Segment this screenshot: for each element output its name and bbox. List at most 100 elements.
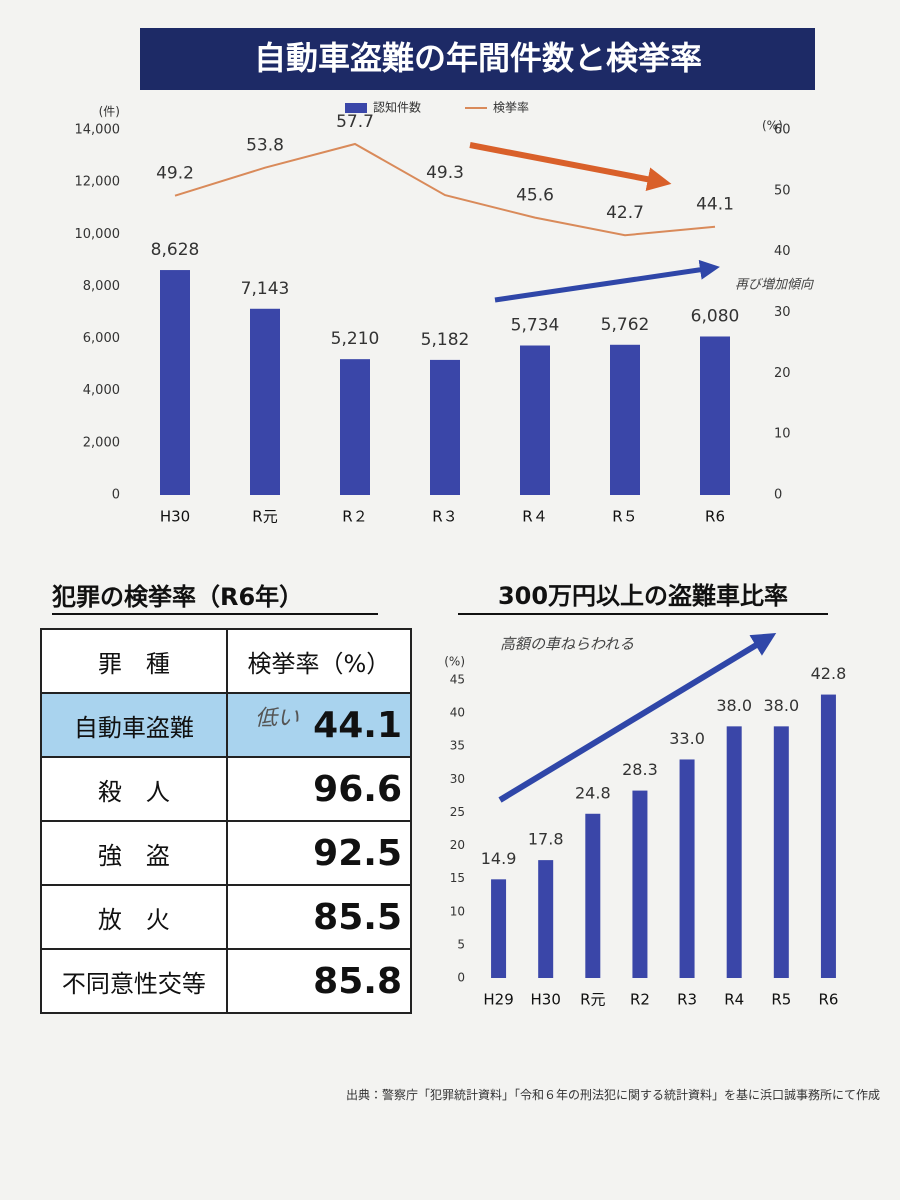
x-tick-label: R5	[771, 991, 791, 1009]
x-tick-label: R2	[630, 991, 650, 1009]
y-tick-label: 5	[457, 937, 465, 951]
y2-tick-label: 30	[774, 305, 791, 320]
y-tick-label: 12,000	[75, 175, 121, 190]
bar	[632, 790, 648, 978]
x-tick-label: R4	[724, 991, 744, 1009]
value-label: 38.0	[716, 696, 752, 715]
value-label: 7,143	[241, 279, 290, 299]
value-label: 8,628	[151, 240, 200, 260]
value-label: 5,762	[601, 315, 650, 335]
y-tick-label: 15	[450, 871, 465, 885]
value-label: 49.2	[156, 164, 194, 184]
x-tick-label: R6	[705, 508, 725, 526]
y-tick-label: 0	[112, 488, 120, 503]
x-tick-label: R3	[677, 991, 697, 1009]
y-tick-label: 0	[457, 971, 465, 985]
value-label: 38.0	[764, 696, 800, 715]
y-tick-label: 4,000	[83, 383, 120, 398]
y2-axis-label: (%)	[762, 119, 783, 133]
value-label: 53.8	[246, 136, 284, 156]
y2-tick-label: 20	[774, 366, 791, 381]
title-banner	[140, 28, 815, 90]
crime: 強 盗	[40, 820, 228, 886]
source: 出典：警察庁「犯罪統計資料」「令和６年の刑法犯に関する統計資料」を基に浜口誠事務…	[345, 1088, 880, 1102]
x-tick-label: R５	[612, 508, 637, 526]
value-label: 28.3	[622, 760, 658, 779]
y2-tick-label: 0	[774, 488, 782, 503]
x-tick-label: H30	[160, 508, 190, 526]
bar	[679, 759, 695, 978]
y-tick-label: 40	[450, 706, 465, 720]
value-label: 5,734	[511, 316, 560, 336]
bar	[726, 726, 742, 978]
value-label: 17.8	[528, 830, 564, 849]
value-label: 33.0	[669, 729, 705, 748]
crime: 殺 人	[40, 756, 228, 822]
handwritten-note: 再び増加傾向	[735, 278, 814, 293]
value-label: 6,080	[691, 306, 740, 326]
rate: 85.5	[225, 884, 413, 950]
table-header: 罪 種	[40, 628, 228, 694]
value-label: 5,182	[421, 330, 470, 350]
trend-arrow	[498, 633, 777, 803]
x-tick-label: H29	[483, 991, 513, 1009]
y-tick-label: 10,000	[75, 227, 121, 242]
crime: 放 火	[40, 884, 228, 950]
bar	[491, 879, 507, 978]
x-tick-label: R元	[252, 508, 277, 526]
bar	[520, 345, 550, 495]
x-tick-label: R４	[522, 508, 547, 526]
x-tick-label: R３	[432, 508, 457, 526]
value-label: 5,210	[331, 329, 380, 349]
legend-swatch	[345, 103, 367, 113]
trend-arrow	[494, 259, 720, 303]
table-header: 検挙率（%）	[225, 628, 413, 694]
value-label: 49.3	[426, 163, 464, 183]
bar	[160, 270, 190, 495]
y-tick-label: 10	[450, 904, 465, 918]
handwritten-note: 高額の車ねらわれる	[500, 635, 634, 653]
chart-title: 300万円以上の盗難車比率	[498, 582, 788, 610]
value-label: 45.6	[516, 186, 554, 206]
value-label: 42.7	[606, 203, 644, 223]
y-tick-label: 35	[450, 739, 465, 753]
y-tick-label: 8,000	[83, 279, 120, 294]
x-tick-label: R２	[342, 508, 367, 526]
x-tick-label: R6	[818, 991, 838, 1009]
bar	[610, 344, 640, 495]
x-tick-label: R元	[580, 991, 605, 1009]
handwritten-note: 低い	[255, 706, 300, 731]
y-axis-label: (%)	[444, 655, 465, 669]
table-title: 犯罪の検挙率（R6年）	[51, 583, 303, 611]
y2-tick-label: 50	[774, 183, 791, 198]
bar	[340, 359, 370, 495]
y2-tick-label: 60	[774, 123, 791, 138]
x-tick-label: H30	[531, 991, 561, 1009]
value-label: 44.1	[696, 195, 734, 215]
y-tick-label: 2,000	[83, 435, 120, 450]
crime: 不同意性交等	[40, 948, 228, 1014]
rate: 96.6	[225, 756, 413, 822]
value-label: 14.9	[481, 849, 517, 868]
y2-tick-label: 10	[774, 427, 791, 442]
bar	[538, 860, 554, 978]
y-tick-label: 6,000	[83, 331, 120, 346]
chart-title: 自動車盗難の年間件数と検挙率	[254, 39, 702, 77]
y-tick-label: 45	[450, 673, 465, 687]
y-tick-label: 25	[450, 805, 465, 819]
rate: 92.5	[225, 820, 413, 886]
bar	[430, 359, 460, 495]
trend-arrow	[469, 142, 672, 192]
y-tick-label: 14,000	[75, 123, 121, 138]
value-label: 42.8	[811, 664, 847, 683]
bar	[250, 308, 280, 495]
value-label: 57.7	[336, 112, 374, 132]
bar	[585, 813, 601, 978]
bar	[700, 336, 730, 495]
y-tick-label: 20	[450, 838, 465, 852]
y-axis-label: (件)	[99, 105, 120, 119]
legend-label: 検挙率	[493, 101, 529, 115]
